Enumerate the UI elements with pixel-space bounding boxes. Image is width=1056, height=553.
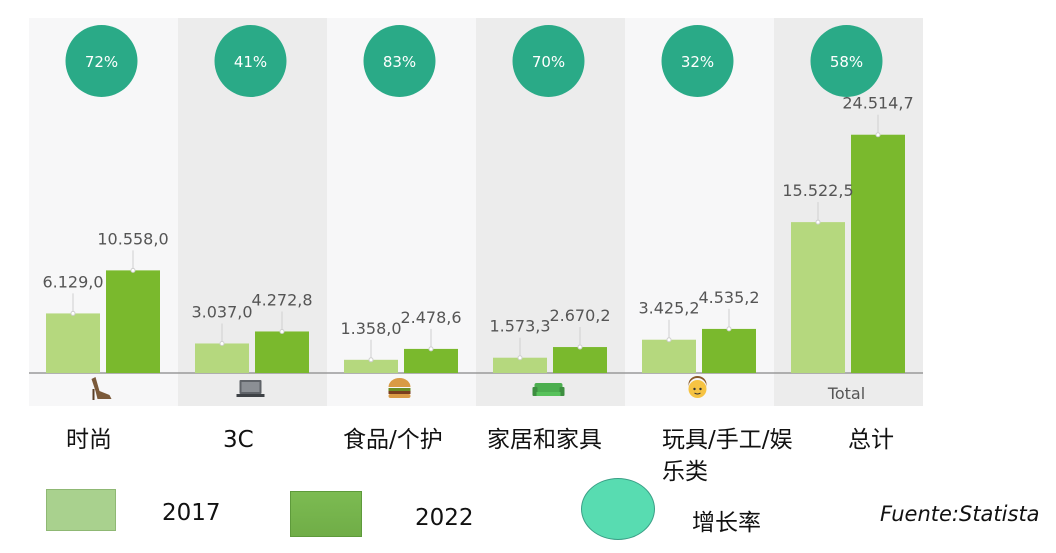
category-label-line: 食品/个护 (343, 427, 443, 453)
bar-2022 (404, 348, 458, 373)
category-label-line: 时尚 (66, 427, 112, 453)
value-label-2022: 24.514,7 (842, 94, 913, 113)
growth-label: 83% (383, 53, 416, 71)
leader-dot (577, 344, 583, 350)
bar-2017 (791, 222, 845, 373)
legend-swatch-2017 (46, 489, 116, 531)
value-label-2022: 4.535,2 (698, 288, 759, 307)
burger-icon (388, 378, 411, 398)
bar-2017 (46, 313, 100, 373)
bar-2022 (702, 328, 756, 373)
value-label-2022: 2.670,2 (549, 306, 610, 325)
legend-swatch-2022 (290, 491, 362, 537)
growth-bubble (65, 25, 138, 97)
category-label: 总计 (848, 424, 894, 456)
value-label-2017: 6.129,0 (42, 272, 103, 291)
growth-bubble (661, 25, 734, 97)
growth-bubble (363, 25, 436, 97)
category-label: 玩具/手工/娱 乐类 (662, 424, 793, 488)
value-label-2017: 1.358,0 (340, 319, 401, 338)
legend-label-2017: 2017 (162, 500, 221, 526)
growth-label: 41% (234, 53, 267, 71)
category-label: 家居和家具 (487, 424, 602, 456)
growth-label: 32% (681, 53, 714, 71)
value-label-2017: 15.522,5 (782, 181, 853, 200)
sofa-icon (532, 383, 565, 396)
bar-2017 (493, 357, 547, 373)
category-label-line: 3C (223, 427, 254, 453)
value-label-2022: 4.272,8 (251, 290, 312, 309)
leader-dot (219, 340, 225, 346)
leader-dot (428, 346, 434, 352)
leader-dot (130, 267, 136, 273)
high-heel-shoe-icon (91, 377, 112, 400)
bar-2022 (255, 331, 309, 373)
bar-2022 (851, 134, 905, 373)
leader-dot (517, 355, 523, 361)
value-label-2017: 3.425,2 (638, 299, 699, 318)
bar-2017 (642, 339, 696, 373)
growth-label: 58% (830, 53, 863, 71)
source-note: Fuente:Statista (880, 502, 1040, 526)
leader-dot (875, 132, 881, 138)
category-label-line: 家居和家具 (487, 427, 602, 453)
laptop-icon (236, 380, 265, 397)
tick-label-total: Total (827, 384, 865, 403)
growth-bubble (214, 25, 287, 97)
category-label-line: 乐类 (662, 459, 708, 485)
category-label: 时尚 (66, 424, 112, 456)
value-label-2022: 10.558,0 (97, 229, 168, 248)
bar-chart: 6.129,0 10.558,0 72% 3.037,04.272,8 41% 1.358… (29, 18, 923, 406)
legend-label-2022: 2022 (415, 505, 474, 531)
growth-label: 72% (85, 53, 118, 71)
growth-bubble (512, 25, 585, 97)
category-label: 3C (223, 424, 254, 456)
leader-dot (279, 328, 285, 334)
bar-2022 (106, 270, 160, 373)
leader-dot (726, 326, 732, 332)
bar-2017 (195, 343, 249, 373)
legend-swatch-growth (581, 478, 655, 540)
growth-label: 70% (532, 53, 565, 71)
bar-2022 (553, 347, 607, 373)
category-label-line: 玩具/手工/娱 (662, 427, 793, 453)
value-label-2017: 1.573,3 (489, 317, 550, 336)
leader-dot (815, 219, 821, 225)
bar-2017 (344, 359, 398, 373)
category-label: 食品/个护 (343, 424, 443, 456)
leader-dot (368, 357, 374, 363)
category-label-line: 总计 (848, 427, 894, 453)
leader-dot (70, 310, 76, 316)
value-label-2022: 2.478,6 (400, 308, 461, 327)
value-label-2017: 3.037,0 (191, 302, 252, 321)
boy-face-icon (688, 376, 707, 398)
leader-dot (666, 337, 672, 343)
legend-label-growth: 增长率 (692, 510, 761, 536)
growth-bubble (810, 25, 883, 97)
